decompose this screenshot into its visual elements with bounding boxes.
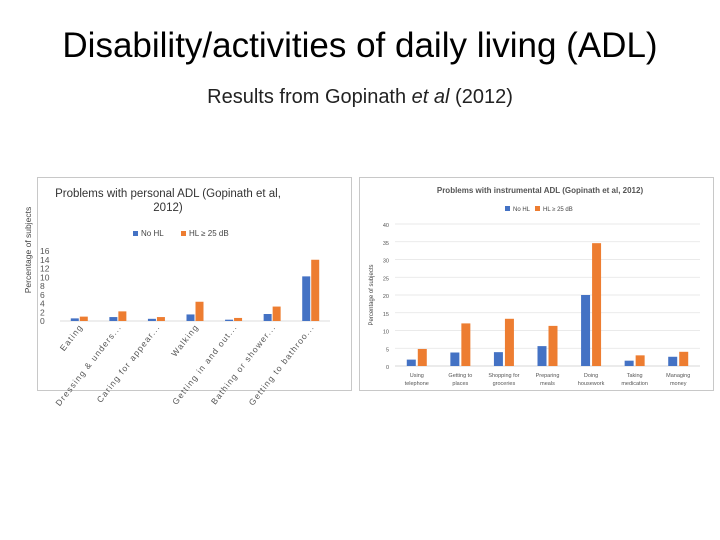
x-category-label: Doing <box>584 373 598 379</box>
x-category-label: Eating <box>58 322 85 353</box>
bar <box>537 346 547 366</box>
y-tick-label: 0 <box>386 365 389 371</box>
subtitle-italic: et al <box>411 86 450 108</box>
y-tick-label: 6 <box>40 290 45 300</box>
x-category-label: telephone <box>405 381 429 387</box>
x-category-label: medication <box>621 381 648 387</box>
instrumental-adl-chart-panel: Problems with instrumental ADL (Gopinath… <box>359 177 714 391</box>
y-tick-label: 10 <box>383 330 389 336</box>
x-category-label: housework <box>578 381 605 387</box>
x-category-label: meals <box>540 381 555 387</box>
bar <box>70 318 79 321</box>
bar <box>504 318 514 366</box>
y-tick-label: 40 <box>383 223 389 229</box>
legend-label: HL ≥ 25 dB <box>543 207 573 213</box>
y-tick-label: 8 <box>40 281 45 291</box>
bar <box>272 306 281 321</box>
legend-swatch <box>133 231 138 236</box>
x-category-label: Taking <box>627 373 643 379</box>
x-category-label: Preparing <box>536 373 560 379</box>
x-category-label: Dressing & unders... <box>53 322 123 408</box>
x-category-label: Shopping for <box>488 373 519 379</box>
bar <box>79 316 88 321</box>
bar <box>450 352 460 366</box>
bar <box>195 301 204 321</box>
bar <box>548 325 558 366</box>
bar <box>234 317 243 321</box>
y-tick-label: 10 <box>40 272 50 282</box>
x-category-label: Using <box>410 373 424 379</box>
y-tick-label: 30 <box>383 259 389 265</box>
bar <box>679 351 689 366</box>
bar <box>417 348 427 366</box>
y-tick-label: 2 <box>40 307 45 317</box>
y-tick-label: 4 <box>40 299 45 309</box>
bar <box>461 323 471 366</box>
slide-subtitle: Results from Gopinath et al (2012) <box>0 86 720 109</box>
bar <box>493 352 503 366</box>
legend-swatch <box>505 206 510 211</box>
legend-swatch <box>535 206 540 211</box>
bar <box>668 356 678 366</box>
bar <box>118 311 127 321</box>
slide-title: Disability/activities of daily living (A… <box>62 26 658 65</box>
bar <box>302 276 311 321</box>
chart-title-line: 2012) <box>153 202 183 214</box>
legend-label: HL ≥ 25 dB <box>189 229 229 238</box>
bar <box>263 314 272 321</box>
chart-title-line: Problems with personal ADL (Gopinath et … <box>55 188 281 200</box>
bar <box>186 314 195 321</box>
legend-label: No HL <box>141 229 164 238</box>
y-tick-label: 0 <box>40 316 45 326</box>
bar <box>147 318 156 321</box>
y-tick-label: 16 <box>40 246 50 256</box>
legend-swatch <box>181 231 186 236</box>
x-category-label: Getting to <box>448 373 472 379</box>
bar <box>406 359 416 366</box>
bar <box>624 360 634 366</box>
x-category-label: money <box>670 381 687 387</box>
subtitle-pre: Results from Gopinath <box>207 86 412 108</box>
y-tick-label: 15 <box>383 312 389 318</box>
y-tick-label: 5 <box>386 347 389 353</box>
y-tick-label: 20 <box>383 294 389 300</box>
subtitle-post: (2012) <box>449 86 513 108</box>
x-category-label: groceries <box>493 381 516 387</box>
bar <box>592 243 602 366</box>
legend-label: No HL <box>513 207 531 213</box>
y-tick-label: 25 <box>383 276 389 282</box>
chart-title: Problems with instrumental ADL (Gopinath… <box>437 186 644 195</box>
bar <box>581 295 591 366</box>
x-category-label: Bathing or shower... <box>209 322 278 406</box>
x-category-label: Getting to bathroo... <box>247 322 317 407</box>
bar <box>109 317 118 321</box>
x-category-label: Getting in and out... <box>170 322 239 406</box>
y-tick-label: 14 <box>40 255 50 265</box>
personal-adl-chart-panel: Problems with personal ADL (Gopinath et … <box>23 177 352 408</box>
y-tick-label: 35 <box>383 241 389 247</box>
x-category-label: places <box>452 381 468 387</box>
bar <box>311 259 320 321</box>
y-axis-label: Percentage of subjects <box>23 207 33 293</box>
bar <box>156 317 165 321</box>
personal-adl-chart: Problems with personal ADL (Gopinath et … <box>23 188 330 408</box>
x-category-label: Walking <box>169 322 200 358</box>
bar <box>225 319 234 321</box>
instrumental-adl-chart: Problems with instrumental ADL (Gopinath… <box>369 186 700 387</box>
y-axis-label: Percentage of subjects <box>369 264 375 325</box>
x-category-label: Managing <box>666 373 690 379</box>
bar <box>635 355 645 366</box>
y-tick-label: 12 <box>40 264 50 274</box>
